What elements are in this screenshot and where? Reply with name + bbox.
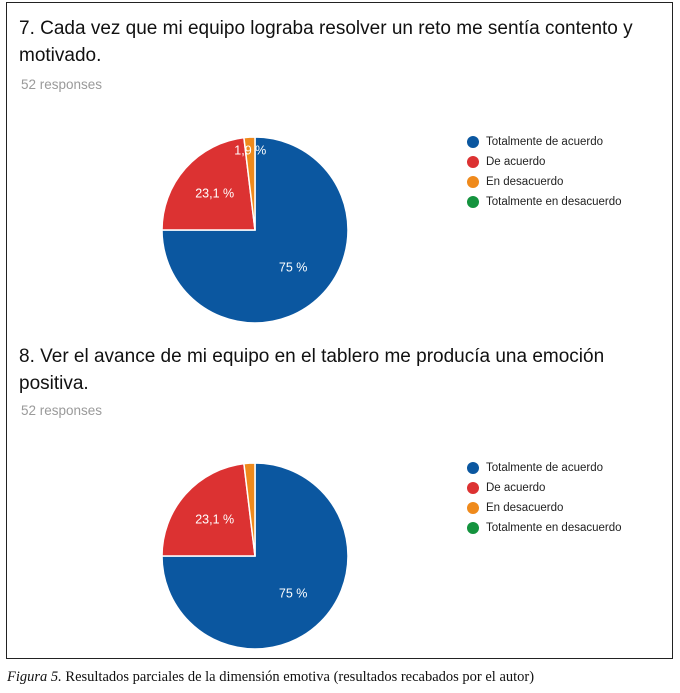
slice-data-label: 23,1 %: [195, 512, 234, 526]
legend-dot-orange-icon: [467, 176, 479, 188]
question-title: 7. Cada vez que mi equipo lograba resolv…: [19, 18, 633, 66]
figure-number: Figura 5.: [7, 669, 62, 685]
chart-legend: Totalmente de acuerdo De acuerdo En desa…: [467, 458, 622, 538]
legend-dot-red-icon: [467, 156, 479, 168]
pie-slice-de-acuerdo[interactable]: [161, 462, 256, 557]
pie-chart-svg: 75 % 23,1 %: [161, 462, 349, 650]
pie-slice-en-desacuerdo[interactable]: [243, 462, 256, 557]
legend-item[interactable]: Totalmente de acuerdo: [467, 132, 622, 152]
pie-chart: 75 % 23,1 % 1,9 %: [155, 130, 355, 330]
pie-chart-svg: 75 % 23,1 % 1,9 %: [161, 136, 349, 324]
legend-dot-blue-icon: [467, 136, 479, 148]
legend-label: Totalmente de acuerdo: [486, 136, 603, 148]
legend-label: De acuerdo: [486, 482, 546, 494]
legend-label: De acuerdo: [486, 156, 546, 168]
response-count: 52 responses: [21, 403, 103, 418]
legend-label: En desacuerdo: [486, 176, 564, 188]
legend-label: Totalmente en desacuerdo: [486, 522, 622, 534]
pie-chart: 75 % 23,1 %: [155, 456, 355, 656]
legend-dot-orange-icon: [467, 502, 479, 514]
pie-slice-en-desacuerdo[interactable]: [243, 136, 256, 231]
legend-item[interactable]: Totalmente en desacuerdo: [467, 518, 622, 538]
slice-data-label: 23,1 %: [195, 186, 234, 200]
pie-slice-totalmente-de-acuerdo[interactable]: [161, 462, 349, 650]
legend-dot-green-icon: [467, 196, 479, 208]
legend-dot-red-icon: [467, 482, 479, 494]
figure-frame: 7. Cada vez que mi equipo lograba resolv…: [6, 2, 673, 659]
legend-item[interactable]: De acuerdo: [467, 152, 622, 172]
legend-item[interactable]: En desacuerdo: [467, 172, 622, 192]
chart-legend: Totalmente de acuerdo De acuerdo En desa…: [467, 132, 622, 212]
legend-dot-green-icon: [467, 522, 479, 534]
legend-item[interactable]: Totalmente de acuerdo: [467, 458, 622, 478]
question-8-panel: 8. Ver el avance de mi equipo en el tabl…: [7, 333, 672, 659]
legend-item[interactable]: Totalmente en desacuerdo: [467, 192, 622, 212]
response-count: 52 responses: [21, 77, 103, 92]
pie-slice-de-acuerdo[interactable]: [161, 136, 256, 231]
legend-label: En desacuerdo: [486, 502, 564, 514]
caption-text: Resultados parciales de la dimensión emo…: [61, 669, 535, 685]
legend-item[interactable]: En desacuerdo: [467, 498, 622, 518]
slice-data-label: 1,9 %: [234, 143, 266, 157]
legend-dot-blue-icon: [467, 462, 479, 474]
figure-caption: Figura 5. Resultados parciales de la dim…: [7, 669, 534, 686]
legend-label: Totalmente en desacuerdo: [486, 196, 622, 208]
slice-data-label: 75 %: [279, 260, 308, 274]
question-7-panel: 7. Cada vez que mi equipo lograba resolv…: [7, 3, 672, 333]
slice-data-label: 75 %: [279, 586, 308, 600]
legend-item[interactable]: De acuerdo: [467, 478, 622, 498]
pie-slice-totalmente-de-acuerdo[interactable]: [161, 136, 349, 324]
legend-label: Totalmente de acuerdo: [486, 462, 603, 474]
question-title: 8. Ver el avance de mi equipo en el tabl…: [19, 346, 605, 394]
